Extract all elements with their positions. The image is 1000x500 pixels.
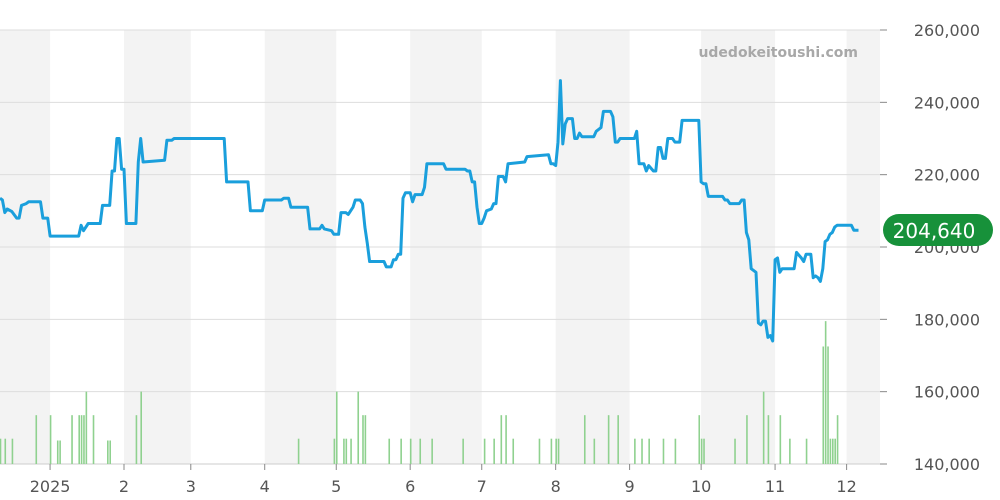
- last-value-badge: 204,640: [883, 214, 993, 246]
- y-tick-label: 160,000: [914, 383, 980, 402]
- last-value-badge-shape: [883, 214, 993, 246]
- y-tick-label: 240,000: [914, 93, 980, 112]
- y-axis: 140,000160,000180,000200,000220,000240,0…: [880, 21, 980, 474]
- x-tick-label: 6: [405, 477, 415, 496]
- y-tick-label: 220,000: [914, 166, 980, 185]
- x-tick-label: 2: [119, 477, 129, 496]
- x-tick-label: 3: [186, 477, 196, 496]
- x-tick-label: 2025: [30, 477, 71, 496]
- x-tick-label: 10: [691, 477, 711, 496]
- x-tick-label: 9: [624, 477, 634, 496]
- price-series-line: [0, 79, 859, 343]
- x-tick-label: 11: [765, 477, 785, 496]
- watermark-text: udedokeitoushi.com: [698, 45, 858, 61]
- x-tick-label: 7: [477, 477, 487, 496]
- y-tick-label: 180,000: [914, 310, 980, 329]
- y-tick-label: 140,000: [914, 455, 980, 474]
- x-axis: 2025 2 3 4 5 6 7 8 9 10 11 12: [0, 463, 880, 496]
- x-tick-label: 12: [836, 477, 856, 496]
- x-tick-label: 4: [260, 477, 270, 496]
- x-tick-label: 5: [331, 477, 341, 496]
- last-value-label: 204,640: [893, 219, 976, 243]
- x-tick-label: 8: [551, 477, 561, 496]
- volume-bars: [0, 321, 839, 464]
- y-tick-label: 260,000: [914, 21, 980, 40]
